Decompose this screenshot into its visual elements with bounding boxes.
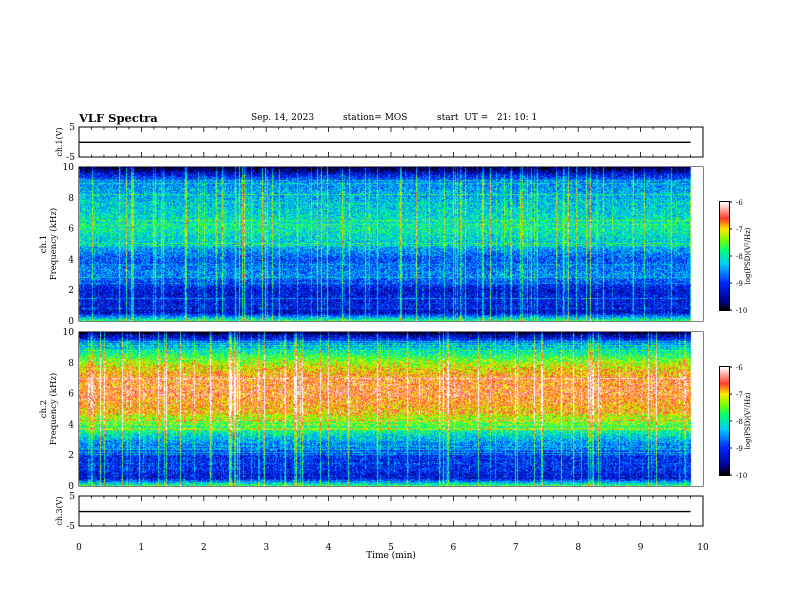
- ytick-label-ch1-8: 8: [68, 194, 74, 204]
- figure-title: VLF Spectra: [79, 111, 158, 125]
- xtick-label-5: 5: [388, 543, 394, 553]
- xtick-label-10: 10: [697, 543, 709, 553]
- colorbar-tick-ch2: -6: [736, 364, 743, 372]
- ytick-label-ch1-4: 4: [68, 255, 74, 265]
- xtick-label-8: 8: [575, 543, 581, 553]
- colorbar-ch2: [719, 366, 730, 476]
- colorbar-label-ch1: log(PSD)(V²/Hz): [744, 227, 752, 284]
- xtick-label-2: 2: [201, 543, 207, 553]
- colorbar-tick-ch1: -10: [736, 307, 747, 315]
- xtick-label-7: 7: [513, 543, 519, 553]
- ytick-label-ch1-bottom: -5: [66, 153, 75, 163]
- ytick-label-ch2-0: 0: [68, 482, 74, 492]
- colorbar-tick-ch2: -8: [736, 418, 743, 426]
- xtick-label-1: 1: [139, 543, 145, 553]
- spectrogram-ch1: [79, 167, 703, 321]
- ytick-label-ch2-6: 6: [68, 390, 74, 400]
- colorbar-tick-ch1: -6: [736, 199, 743, 207]
- ylabel-ch2-channel: ch.2: [39, 400, 49, 418]
- ytick-label-ch1-10: 10: [63, 163, 75, 173]
- ylabel-ch3: ch.3(V): [55, 496, 64, 525]
- ytick-label-ch2-4: 4: [68, 420, 74, 430]
- xtick-label-4: 4: [326, 543, 332, 553]
- xtick-label-3: 3: [263, 543, 269, 553]
- ylabel-ch1-channel: ch.1: [39, 235, 49, 253]
- colorbar-tick-ch1: -7: [736, 226, 743, 234]
- xtick-label-9: 9: [638, 543, 644, 553]
- ylabel-ch2-freq: Frequency (kHz): [48, 373, 59, 445]
- ytick-label-ch2-10: 10: [63, 328, 75, 338]
- ylabel-ch1: ch.1(V): [55, 127, 64, 156]
- ytick-label-ch1-0: 0: [68, 317, 74, 327]
- ytick-label-ch1-2: 2: [68, 286, 74, 296]
- ytick-label-ch3-bottom: -5: [66, 522, 75, 532]
- xtick-label-6: 6: [451, 543, 457, 553]
- start-time-label: start UT = 21: 10: 1: [437, 113, 538, 123]
- date-label: Sep. 14, 2023: [251, 113, 315, 123]
- colorbar-ch1: [719, 201, 730, 311]
- station-label: station= MOS: [343, 113, 408, 123]
- ylabel-ch1-freq: Frequency (kHz): [48, 208, 59, 280]
- colorbar-tick-ch2: -7: [736, 391, 743, 399]
- ytick-label-ch2-8: 8: [68, 359, 74, 369]
- colorbar-tick-ch1: -8: [736, 253, 743, 261]
- colorbar-tick-ch2: -10: [736, 472, 747, 480]
- colorbar-tick-ch2: -9: [736, 445, 743, 453]
- xlabel: Time (min): [366, 550, 416, 561]
- ytick-label-ch1-top: 5: [69, 123, 75, 133]
- colorbar-label-ch2: log(PSD)(V²/Hz): [744, 392, 752, 449]
- colorbar-tick-ch1: -9: [736, 280, 743, 288]
- xtick-label-0: 0: [76, 543, 82, 553]
- ytick-label-ch1-6: 6: [68, 225, 74, 235]
- spectrogram-ch2: [79, 332, 703, 486]
- ytick-label-ch3-top: 5: [69, 492, 75, 502]
- ytick-label-ch2-2: 2: [68, 451, 74, 461]
